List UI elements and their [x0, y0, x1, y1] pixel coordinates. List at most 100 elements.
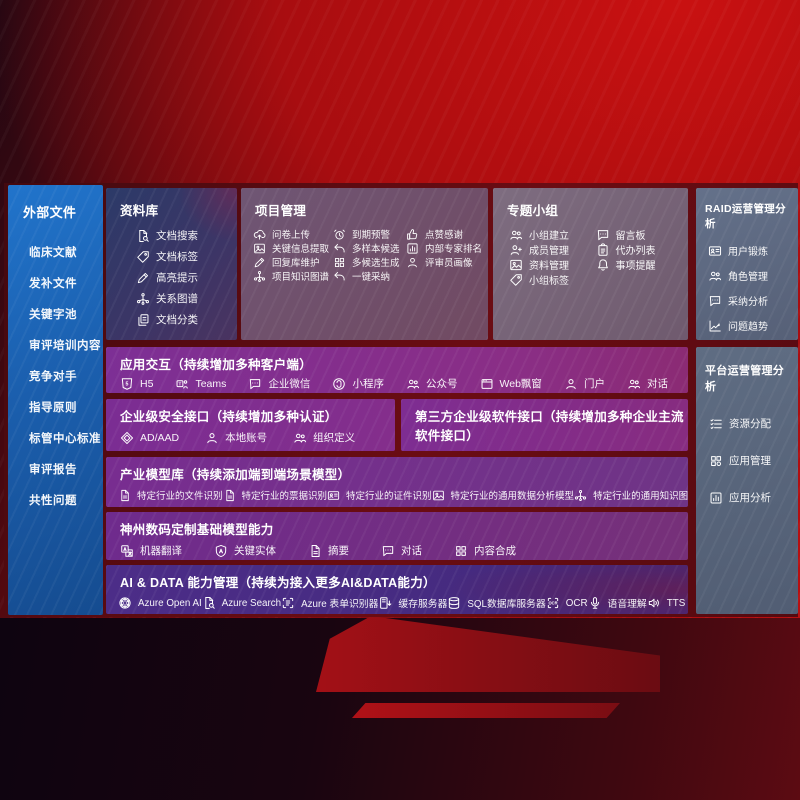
sidebar-item[interactable]: 发补文件 [29, 275, 103, 291]
feature-item[interactable]: 点赞感谢 [406, 227, 482, 241]
sidebar-item[interactable]: 竞争对手 [29, 368, 103, 384]
shield-icon [214, 544, 228, 558]
feature-label: 到期预警 [352, 230, 391, 241]
feature-item[interactable]: 留言板 [596, 227, 683, 242]
feature-item[interactable]: Teams [175, 377, 226, 391]
feature-item[interactable]: 到期预警 [333, 227, 402, 241]
feature-item[interactable]: 关键实体 [214, 543, 276, 558]
sidebar-item[interactable]: 关键字池 [29, 306, 103, 322]
feature-label: 评审员画像 [424, 258, 473, 269]
sidebar-item[interactable]: 审评培训内容 [29, 337, 103, 353]
feature-item[interactable]: Azure 表单识别器 [281, 596, 378, 610]
panel-security-interface: 企业级安全接口（持续增加多种认证） AD/AAD 本地账号 组织定义 [106, 399, 395, 451]
feature-item[interactable]: Web飘窗 [480, 376, 542, 391]
feature-item[interactable]: 内部专家排名 [406, 241, 482, 255]
tag-icon [136, 250, 150, 264]
panel-title: 第三方企业级软件接口（持续增加多种企业主流软件接口） [415, 410, 684, 443]
feature-item[interactable]: 应用管理 [709, 453, 798, 468]
document-icon [118, 489, 131, 502]
feature-label: 标管中心标准 [29, 433, 101, 445]
person-icon [564, 377, 578, 391]
feature-item[interactable]: SQL数据库服务器 [447, 596, 546, 610]
feature-item[interactable]: 角色管理 [708, 268, 798, 283]
feature-item[interactable]: 高亮提示 [136, 270, 237, 285]
alarm-icon [333, 228, 346, 241]
feature-item[interactable]: TTS [647, 596, 685, 610]
feature-item[interactable]: 特定行业的票据识别 [223, 488, 327, 502]
feature-item[interactable]: 问卷上传 [253, 227, 329, 241]
feature-item[interactable]: 回复库维护 [253, 255, 329, 269]
feature-item[interactable]: 特定行业的通用数据分析模型 [432, 488, 574, 502]
sidebar-items: 临床文献发补文件关键字池审评培训内容 竞争对手指导原则标管中心标准审评报告共性问题 [8, 221, 103, 508]
document-search-icon [202, 596, 216, 610]
feature-item[interactable]: 内容合成 [454, 543, 516, 558]
feature-item[interactable]: 代办列表 [596, 242, 683, 257]
sidebar-item[interactable]: 指导原则 [29, 399, 103, 415]
feature-label: 门户 [583, 378, 605, 390]
feature-item[interactable]: 事项提醒 [596, 257, 683, 272]
feature-item[interactable]: AD/AAD [120, 431, 179, 445]
panel-app-interaction: 应用交互（持续增加多种客户端） H5 Teams 企业微信 小程序 公众号 Web飘窗 门户… [106, 347, 688, 393]
feature-label: 采纳分析 [728, 297, 768, 308]
feature-item[interactable]: 小组建立 [509, 227, 596, 242]
feature-item[interactable]: API自动化设计器 [417, 449, 517, 451]
feature-item[interactable]: 本地账号 [205, 430, 267, 445]
feature-item[interactable]: 摘要 [308, 543, 349, 558]
feature-item[interactable]: 文档分类 [136, 312, 237, 327]
feature-label: Web飘窗 [499, 378, 542, 390]
feature-label: 成员管理 [529, 246, 569, 257]
feature-item[interactable]: 多候选生成 [333, 255, 402, 269]
feature-item[interactable]: H5 [120, 377, 153, 391]
feature-label: OCR [565, 597, 588, 609]
feature-item[interactable]: 用户锻炼 [708, 243, 798, 258]
sidebar-item[interactable]: 标管中心标准 [29, 430, 103, 446]
feature-item[interactable]: 对话 [627, 376, 668, 391]
feature-item[interactable]: 机器翻译 [120, 543, 182, 558]
feature-item[interactable]: 特定行业的通用知识图谱模型 [574, 488, 688, 502]
feature-item[interactable]: 资料管理 [509, 257, 596, 272]
sidebar-item[interactable]: 共性问题 [29, 492, 103, 508]
feature-label: Azure Search [221, 597, 282, 609]
panel-industry-models: 产业模型库（持续添加端到端场景模型） 特定行业的文件识别 特定行业的票据识别 特定行… [106, 457, 688, 507]
tag-icon [509, 273, 523, 287]
interaction-items: H5 Teams 企业微信 小程序 公众号 Web飘窗 门户 对话 [106, 373, 688, 391]
feature-item[interactable]: 小程序 [332, 376, 384, 391]
feature-item[interactable]: 关键信息提取 [253, 241, 329, 255]
panel-title: 平台运营管理分析 [705, 365, 785, 393]
feature-label: 内容合成 [474, 545, 516, 557]
feature-item[interactable]: 公众号 [406, 376, 458, 391]
feature-item[interactable]: 组织定义 [293, 430, 355, 445]
feature-item[interactable]: Azure Open AI [118, 596, 202, 610]
feature-item[interactable]: 语音理解 [588, 596, 647, 610]
feature-item[interactable]: 资源分配 [709, 416, 798, 431]
feature-item[interactable]: 企业微信 [248, 376, 310, 391]
feature-item[interactable]: 特定行业的证件识别 [327, 488, 432, 502]
feature-item[interactable]: 对话 [381, 543, 422, 558]
feature-label: 文档分类 [156, 314, 198, 326]
feature-item[interactable]: 关系图谱 [136, 291, 237, 306]
feature-item[interactable]: 一键采纳 [333, 269, 402, 283]
feature-item[interactable]: 评审员画像 [406, 255, 482, 269]
feature-item[interactable]: 项目知识图谱 [253, 269, 329, 283]
feature-item[interactable]: 门户 [564, 376, 605, 391]
feature-item[interactable]: 问题趋势 [708, 318, 798, 333]
feature-item[interactable]: 小组标签 [509, 272, 596, 287]
feature-item[interactable]: 文档标签 [136, 249, 237, 264]
people-icon [627, 377, 641, 391]
feature-item[interactable]: Azure Search [202, 596, 281, 610]
bar-chart-icon [406, 242, 419, 255]
feature-item[interactable]: 成员管理 [509, 242, 596, 257]
feature-item[interactable]: 特定行业的文件识别 [118, 488, 223, 502]
id-card-icon [327, 489, 340, 502]
feature-item[interactable]: 文档搜索 [136, 228, 237, 243]
feature-item[interactable]: 采纳分析 [708, 293, 798, 308]
feature-item[interactable]: 应用分析 [709, 490, 798, 505]
sidebar-item[interactable]: 临床文献 [29, 244, 103, 260]
feature-item[interactable]: 缓存服务器 [378, 596, 447, 610]
feature-label: SQL数据库服务器 [467, 599, 546, 610]
id-card-icon [708, 244, 722, 258]
panel-title: AI & DATA 能力管理（持续为接入更多AI&DATA能力） [120, 576, 436, 590]
feature-item[interactable]: 多样本候选 [333, 241, 402, 255]
sidebar-item[interactable]: 审评报告 [29, 461, 103, 477]
feature-item[interactable]: OCR [546, 596, 588, 610]
